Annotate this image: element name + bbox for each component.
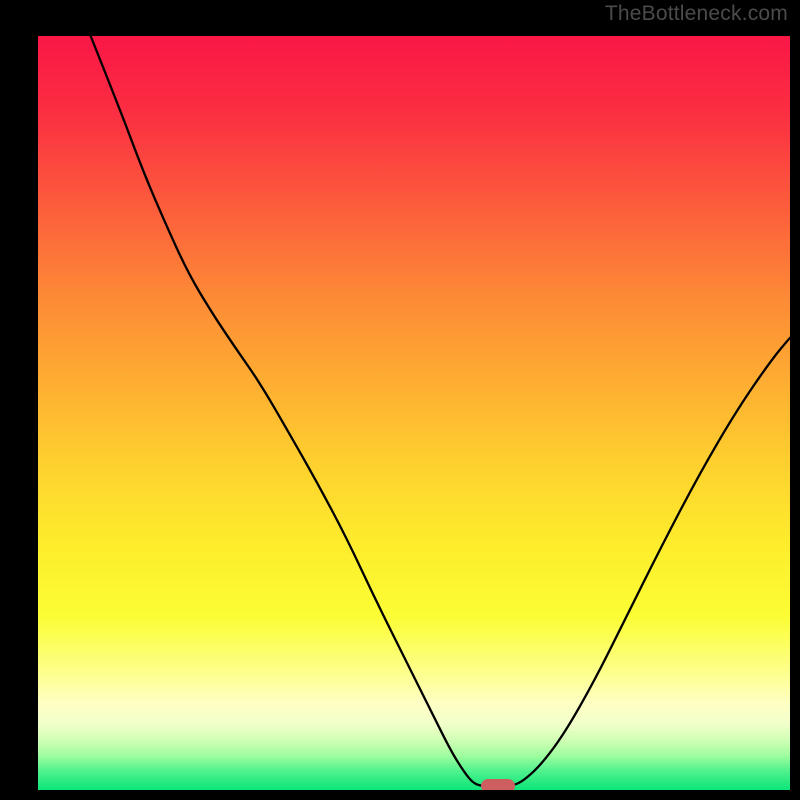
- chart-frame: TheBottleneck.com: [0, 0, 800, 800]
- minimum-marker: [481, 779, 515, 790]
- bottleneck-curve: [91, 36, 790, 786]
- watermark-text: TheBottleneck.com: [605, 2, 788, 26]
- curve-layer: [38, 36, 790, 790]
- plot-area: [38, 36, 790, 790]
